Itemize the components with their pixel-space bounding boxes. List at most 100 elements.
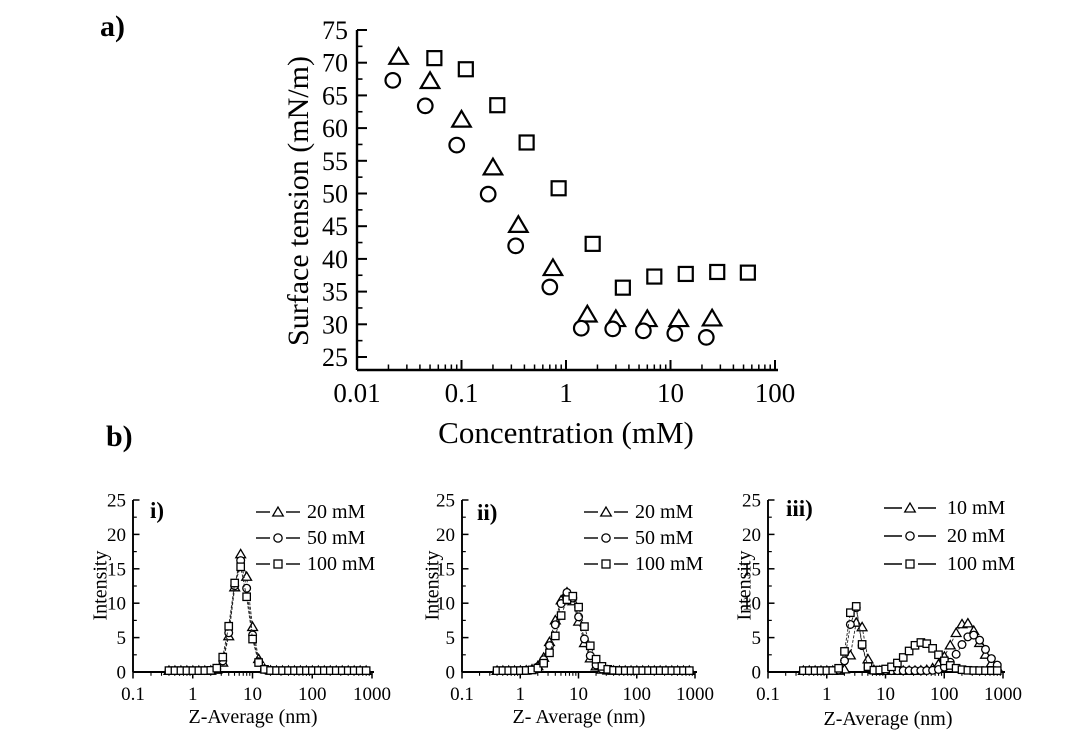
legend-marker-square-icon [884,559,936,569]
panel-b-i-plot: 0 5 10 15 20 25 0.1 1 10 100 1000 [107,491,391,706]
subplot-iii-y-axis-title: Intensity [733,550,756,621]
x-tick-label: 100 [298,684,327,705]
x-tick-label: 0.01 [333,378,380,408]
x-tick-label: 0.1 [445,378,479,408]
legend-label: 20 mM [307,500,366,523]
y-tick-label: 5 [446,628,456,649]
x-tick-label: 0.1 [121,684,145,705]
legend-label: 50 mM [635,526,694,549]
y-tick-label: 20 [436,525,455,546]
legend-item: 100 mM [884,551,1015,577]
y-tick-label: 10 [436,594,455,615]
y-tick-label: 5 [752,628,762,649]
x-tick-label: 1000 [984,684,1022,705]
x-tick-label: 1 [516,684,526,705]
legend-label: 50 mM [307,526,366,549]
legend-label: 20 mM [947,524,1006,547]
subplot-ii-legend: 20 mM 50 mM 100 mM [584,500,703,576]
panel-b-iii-axes: 0 5 10 15 20 25 0.1 1 10 100 1000 [742,491,1022,706]
x-tick-label: 100 [755,378,796,408]
legend-label: 20 mM [635,500,694,523]
x-tick-label: 0.1 [450,684,474,705]
subplot-iii-label: iii) [786,496,813,521]
y-tick-label: 35 [322,278,348,307]
legend-label: 10 mM [947,496,1006,519]
panel-a-plot: 25 30 35 40 45 50 55 60 65 70 75 0.01 0.1 1 10 100 [322,16,795,408]
y-tick-label: 5 [117,628,127,649]
x-tick-label: 1000 [353,684,391,705]
legend-item: 50 mM [256,526,375,550]
y-tick-label: 10 [742,594,761,615]
panel-a-label: a) [100,10,125,43]
x-tick-label: 10 [657,378,684,408]
x-tick-label: 1000 [676,684,714,705]
legend-item: 10 mM [884,495,1015,521]
y-tick-label: 50 [322,180,348,209]
panel-a-axes: 25 30 35 40 45 50 55 60 65 70 75 0.01 0.1 1 10 100 [322,16,795,408]
subplot-i-legend: 20 mM 50 mM 100 mM [256,500,375,576]
panel-a-series-circle [384,71,715,346]
legend-label: 100 mM [947,552,1016,575]
panel-a-series-square [426,50,756,296]
legend-item: 100 mM [256,552,375,576]
x-tick-label: 0.1 [756,684,780,705]
y-tick-label: 75 [322,16,348,45]
y-tick-label: 20 [742,525,761,546]
subplot-ii-y-axis-title: Intensity [421,550,444,621]
legend-marker-square-icon [584,559,628,569]
y-tick-label: 15 [436,559,455,580]
y-tick-label: 0 [117,663,127,684]
x-tick-label: 10 [876,684,895,705]
subplot-ii-label: ii) [477,500,498,525]
y-tick-label: 25 [322,343,348,372]
subplot-i-x-axis-title: Z-Average (nm) [188,706,318,728]
panel-b-ii-plot: 0 5 10 15 20 25 0.1 1 10 100 1000 [436,491,714,706]
subplot-i-label: i) [150,498,165,523]
subplot-iii-x-axis-title: Z-Average (nm) [823,708,953,730]
y-tick-label: 70 [322,49,348,78]
panel-a-y-axis-title: Surface tension (mN/m) [282,56,315,346]
legend-marker-triangle-icon [256,505,300,517]
x-tick-label: 10 [243,684,262,705]
legend-label: 100 mM [307,552,376,575]
legend-marker-circle-icon [884,531,936,541]
legend-item: 20 mM [584,500,703,524]
y-tick-label: 0 [752,663,762,684]
x-tick-label: 10 [569,684,588,705]
panel-b-i-axes: 0 5 10 15 20 25 0.1 1 10 100 1000 [107,491,391,706]
legend-marker-square-icon [256,559,300,569]
legend-item: 100 mM [584,552,703,576]
legend-marker-triangle-icon [884,501,936,513]
legend-label: 100 mM [635,552,704,575]
x-tick-label: 1 [822,684,832,705]
x-tick-label: 100 [930,684,959,705]
y-tick-label: 60 [322,114,348,143]
y-tick-label: 10 [107,594,126,615]
y-tick-label: 15 [107,559,126,580]
legend-marker-circle-icon [584,533,628,543]
panel-b-label: b) [106,420,133,453]
y-tick-label: 30 [322,310,348,339]
y-tick-label: 20 [107,525,126,546]
subplot-iii-legend: 10 mM 20 mM 100 mM [884,495,1015,577]
y-tick-label: 55 [322,147,348,176]
y-tick-label: 0 [446,663,456,684]
subplot-ii-x-axis-title: Z- Average (nm) [512,706,646,728]
legend-item: 20 mM [884,523,1015,549]
legend-marker-triangle-icon [584,505,628,517]
x-tick-label: 1 [559,378,573,408]
y-tick-label: 25 [742,491,761,512]
panel-b-iii-series-square [799,602,1002,675]
panel-a-series-triangle [387,45,724,328]
y-tick-label: 25 [436,491,455,512]
legend-item: 20 mM [256,500,375,524]
y-tick-label: 40 [322,245,348,274]
panel-b-i-series-square [164,562,371,675]
y-tick-label: 15 [742,559,761,580]
y-tick-label: 65 [322,81,348,110]
legend-marker-circle-icon [256,533,300,543]
panel-a-x-axis-title: Concentration (mM) [438,415,694,450]
x-tick-label: 1 [188,684,198,705]
